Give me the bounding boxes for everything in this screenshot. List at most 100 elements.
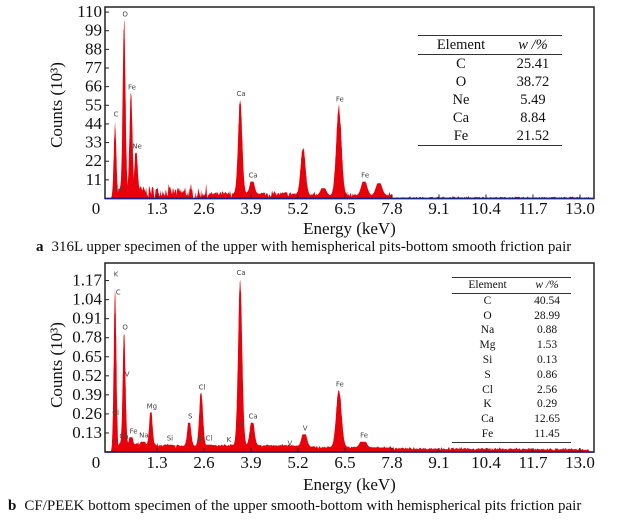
- peak-label: K: [114, 271, 119, 279]
- peak-Ca: [243, 181, 261, 199]
- element-name: Cl: [482, 383, 493, 396]
- table-header-w: w /%: [523, 277, 571, 294]
- y-tick-label: 11: [86, 170, 102, 189]
- peak-label: Ca: [119, 432, 128, 440]
- x-tick-label: 6.5: [334, 199, 355, 218]
- peak-label: Si: [167, 435, 173, 443]
- x-tick-label: 9.1: [428, 199, 449, 218]
- peak-V: [294, 434, 314, 452]
- y-tick-label: 66: [85, 77, 102, 96]
- y-axis-label: Counts (10³): [47, 62, 66, 148]
- panel-label-a: a: [36, 239, 44, 255]
- y-tick-label: 0.26: [72, 404, 102, 423]
- peak-label: Mg: [147, 402, 157, 410]
- y-tick-label: 0.52: [72, 366, 102, 385]
- y-tick-label: 110: [77, 2, 102, 21]
- peak-label: Fe: [361, 172, 369, 180]
- peak-Fe: [328, 390, 350, 452]
- element-name: Ne: [452, 92, 470, 108]
- composition-table-a: Element w /% C 25.41 O 38.72 Ne 5.49 Ca 8.84 Fe 21…: [418, 35, 562, 146]
- weight-percent: 38.72: [516, 74, 550, 90]
- element-name: O: [483, 309, 492, 322]
- x-tick-label: 7.8: [381, 453, 402, 472]
- y-tick-label: 0.39: [72, 385, 102, 404]
- peak-label: Ne: [132, 143, 142, 151]
- caption-b-text: CF/PEEK bottom specimen of the upper smo…: [24, 498, 582, 514]
- y-tick-label: 0.78: [72, 328, 102, 347]
- panel-label-b: b: [8, 498, 17, 514]
- peak-Fe: [125, 437, 137, 452]
- caption-a-text: 316L upper specimen of the upper with he…: [51, 239, 572, 255]
- peak-label: Ca: [248, 172, 257, 180]
- y-tick-label: 88: [85, 39, 102, 58]
- x-tick-label: 1.3: [146, 199, 167, 218]
- x-axis-label: Energy (keV): [303, 219, 396, 238]
- table-row: Ne 5.49: [418, 91, 562, 109]
- element-name: Si: [482, 353, 493, 366]
- table-row: C 40.54: [452, 293, 571, 308]
- table-header-element: Element: [418, 35, 504, 55]
- peak-label: Fe: [336, 95, 344, 103]
- y-tick-label: 44: [85, 114, 103, 133]
- table-row: Fe 21.52: [418, 127, 562, 146]
- peak-Ne: [130, 152, 142, 199]
- weight-percent: 8.84: [520, 110, 546, 126]
- table-row: Na 0.88: [452, 323, 571, 338]
- table-row: S 0.86: [452, 368, 571, 383]
- table-row: Fe 11.45: [452, 427, 571, 442]
- peak-Ca: [231, 100, 249, 199]
- element-name: C: [456, 56, 466, 72]
- peak-label: Cl: [112, 409, 119, 417]
- y-tick-label: 55: [85, 95, 102, 114]
- table-row: C 25.41: [418, 55, 562, 74]
- peak-label: Fe: [336, 380, 344, 388]
- weight-percent: 21.52: [516, 128, 550, 144]
- peak-O: [118, 20, 130, 199]
- peak-label: Ca: [248, 413, 257, 421]
- element-name: Na: [480, 324, 495, 337]
- peak-label: K: [239, 421, 244, 429]
- y-tick-label: 77: [85, 58, 103, 77]
- element-name: Fe: [481, 427, 494, 440]
- peak-label: Fe: [360, 432, 368, 440]
- peak-label: Na: [139, 432, 149, 440]
- element-name: Fe: [453, 128, 469, 144]
- x-tick-label: 9.1: [428, 453, 449, 472]
- weight-percent: 25.41: [516, 56, 550, 72]
- peak-Ca: [231, 279, 249, 452]
- weight-percent: 40.54: [534, 294, 560, 307]
- peak-label: S: [113, 438, 118, 446]
- peak-label: Ca: [114, 185, 123, 193]
- x-tick-label: 13.0: [565, 199, 595, 218]
- y-tick-label: 0.65: [72, 347, 102, 366]
- peak-label: Ca: [237, 90, 246, 98]
- peak-label: Fe: [128, 83, 136, 91]
- weight-percent: 0.88: [536, 324, 558, 337]
- weight-percent: 2.56: [536, 383, 558, 396]
- peak-Cl: [200, 444, 216, 452]
- element-name: S: [484, 368, 491, 381]
- y-tick-label: 1.17: [72, 271, 102, 290]
- peak-unlabeled: [367, 183, 391, 199]
- y-tick-label: 0.91: [72, 309, 102, 328]
- peak-Mg: [144, 412, 157, 452]
- weight-percent: 11.45: [534, 427, 560, 440]
- weight-percent: 28.99: [534, 309, 560, 322]
- weight-percent: 0.86: [536, 368, 558, 381]
- peak-label: Cl: [206, 435, 213, 443]
- x-tick-label: 0: [92, 453, 101, 472]
- table-row: O 28.99: [452, 309, 571, 324]
- composition-table-b: Element w /% C 40.54 O 28.99 Na 0.88 Mg 1.53 Si 0.…: [452, 277, 571, 443]
- table-row: Cl 2.56: [452, 383, 571, 398]
- peak-C: [109, 121, 121, 199]
- peak-Fe: [328, 105, 350, 199]
- x-tick-label: 13.0: [565, 453, 595, 472]
- peak-Fe: [353, 181, 376, 199]
- peak-label: V: [125, 371, 130, 379]
- peak-label: S: [188, 413, 193, 421]
- element-name: Mg: [479, 339, 496, 352]
- x-tick-label: 3.9: [240, 199, 261, 218]
